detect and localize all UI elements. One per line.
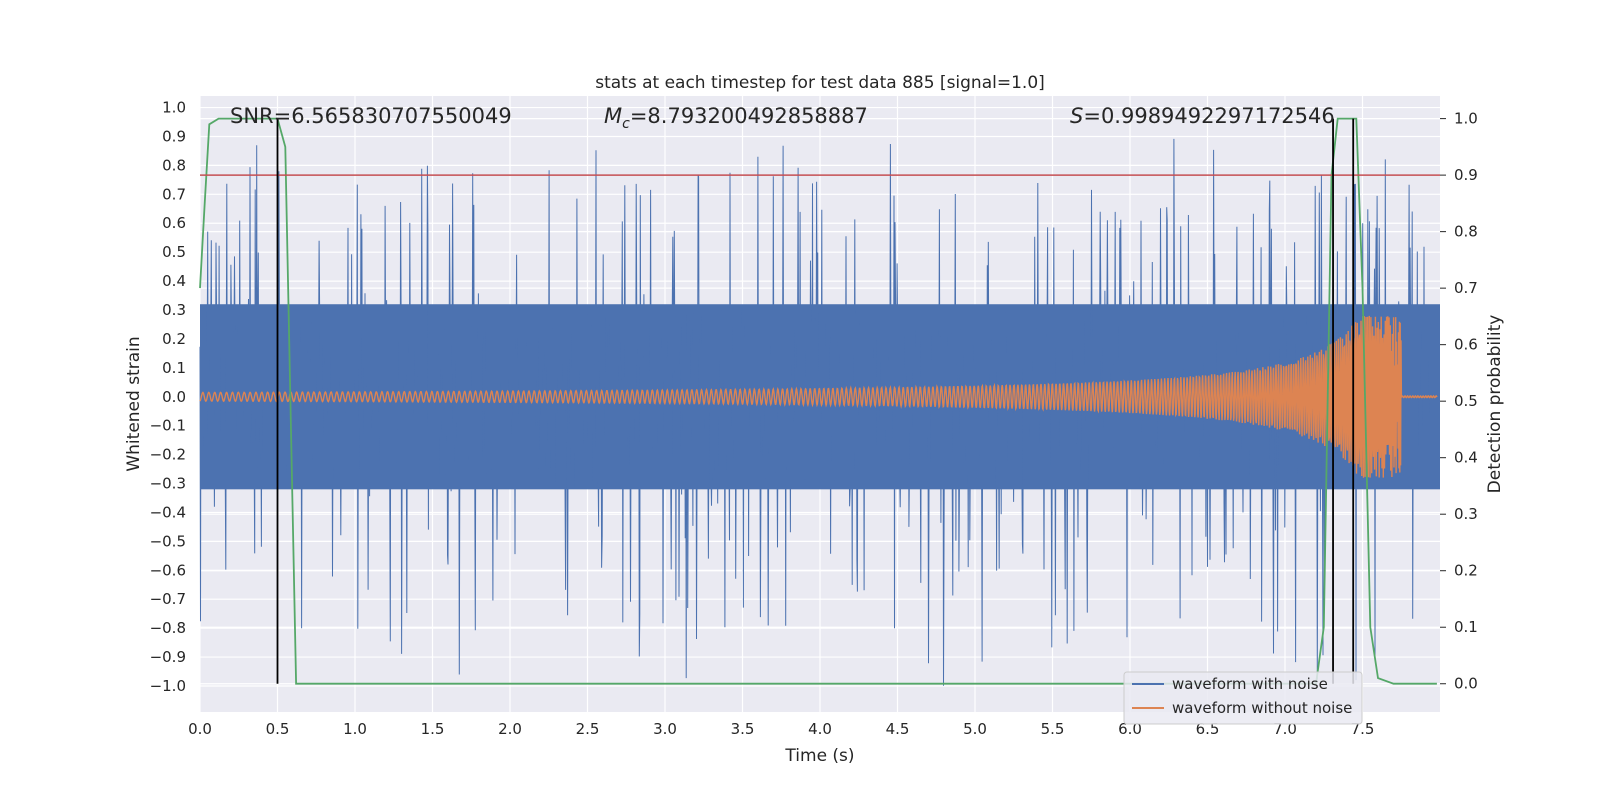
x-tick-label: 0.0 bbox=[188, 720, 212, 738]
y-tick-label: 0.7 bbox=[162, 185, 186, 203]
x-tick-label: 2.5 bbox=[576, 720, 600, 738]
x-tick-label: 5.5 bbox=[1041, 720, 1065, 738]
y2-tick-label: 0.1 bbox=[1454, 618, 1478, 636]
y-tick-label: 0.5 bbox=[162, 243, 186, 261]
y2-tick-label: 0.5 bbox=[1454, 392, 1478, 410]
y2-tick-label: 0.8 bbox=[1454, 223, 1478, 241]
y2-tick-label: 0.0 bbox=[1454, 675, 1478, 693]
detection-probability-series bbox=[199, 117, 1437, 685]
chirp-mass-value: =8.793200492858887 bbox=[630, 104, 868, 128]
y2-tick-label: 1.0 bbox=[1454, 110, 1478, 128]
y2-tick-label: 0.4 bbox=[1454, 449, 1478, 467]
y-tick-label: 0.2 bbox=[162, 330, 186, 348]
snr-annotation: SNR=6.565830707550049 bbox=[230, 104, 512, 128]
legend-box bbox=[1123, 671, 1363, 725]
chirp-mass-symbol: M bbox=[604, 104, 622, 128]
chirp-mass-subscript: c bbox=[622, 116, 630, 132]
probability-line bbox=[199, 117, 1437, 685]
x-tick-label: 3.0 bbox=[653, 720, 677, 738]
y2-tick-label: 0.9 bbox=[1454, 166, 1478, 184]
chart-title: stats at each timestep for test data 885… bbox=[595, 73, 1045, 93]
x-tick-label: 4.0 bbox=[808, 720, 832, 738]
y-tick-label: −0.1 bbox=[150, 417, 186, 435]
chirp-mass-annotation: Mc=8.793200492858887 bbox=[604, 104, 868, 132]
y-tick-label: 0.4 bbox=[162, 272, 186, 290]
y-tick-label: −0.2 bbox=[150, 446, 186, 464]
y-tick-label: −0.8 bbox=[150, 619, 186, 637]
y-tick-label: −0.6 bbox=[150, 561, 186, 579]
score-value: =0.9989492297172546 bbox=[1083, 104, 1334, 128]
x-axis-label: Time (s) bbox=[784, 746, 854, 766]
vertical-markers bbox=[276, 118, 1355, 684]
y-tick-label: −0.9 bbox=[150, 648, 186, 666]
x-tick-label: 2.0 bbox=[498, 720, 522, 738]
score-annotation: S=0.9989492297172546 bbox=[1070, 104, 1335, 128]
y-tick-label: −0.3 bbox=[150, 475, 186, 493]
y-tick-label: −1.0 bbox=[150, 677, 186, 695]
x-tick-label: 4.5 bbox=[886, 720, 910, 738]
y2-tick-label: 0.2 bbox=[1454, 562, 1478, 580]
waveform-without-noise-series bbox=[199, 315, 1438, 478]
legend: waveform with noise waveform without noi… bbox=[1123, 671, 1363, 725]
y-tick-label: −0.4 bbox=[150, 503, 186, 521]
x-tick-label: 3.5 bbox=[731, 720, 755, 738]
y-tick-label: 1.0 bbox=[162, 99, 186, 117]
x-tick-label: 1.0 bbox=[343, 720, 367, 738]
y-tick-label: −0.7 bbox=[150, 590, 186, 608]
y-tick-label: 0.3 bbox=[162, 301, 186, 319]
x-tick-label: 0.5 bbox=[266, 720, 290, 738]
x-tick-label: 5.0 bbox=[963, 720, 987, 738]
x-tick-label: 1.5 bbox=[421, 720, 445, 738]
y-tick-label: 0.6 bbox=[162, 214, 186, 232]
y-tick-label: 0.9 bbox=[162, 127, 186, 145]
legend-label-clean: waveform without noise bbox=[1172, 699, 1352, 717]
y2-tick-label: 0.6 bbox=[1454, 336, 1478, 354]
y-tick-label: 0.1 bbox=[162, 359, 186, 377]
y-tick-label: −0.5 bbox=[150, 532, 186, 550]
y2-axis-label: Detection probability bbox=[1485, 315, 1505, 494]
y-axis-label: Whitened strain bbox=[124, 336, 144, 471]
y-tick-label: 0.0 bbox=[162, 388, 186, 406]
noise-line bbox=[199, 138, 1438, 686]
legend-label-noise: waveform with noise bbox=[1172, 675, 1328, 693]
score-symbol: S bbox=[1070, 104, 1083, 128]
y-tick-label: 0.8 bbox=[162, 156, 186, 174]
y2-tick-label: 0.7 bbox=[1454, 279, 1478, 297]
y2-tick-label: 0.3 bbox=[1454, 505, 1478, 523]
clean-line bbox=[199, 315, 1438, 478]
